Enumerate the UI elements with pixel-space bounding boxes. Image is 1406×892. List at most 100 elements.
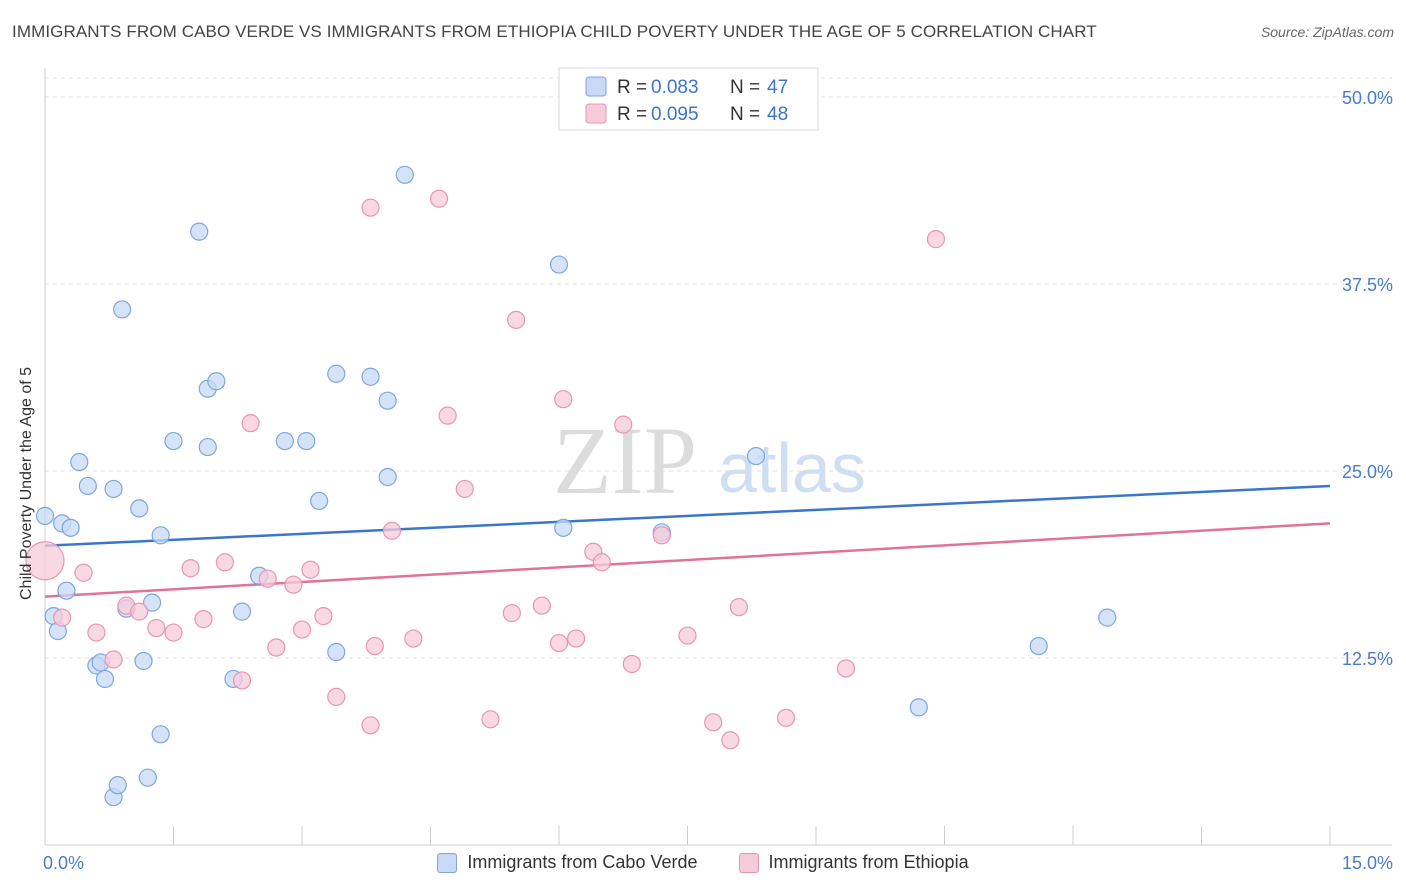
point-series0-25 bbox=[198, 437, 217, 457]
point-series0-13 bbox=[108, 776, 127, 795]
point-series1-26 bbox=[429, 189, 449, 208]
y-tick-label-0: 12.5% bbox=[1342, 649, 1393, 669]
point-series1-30 bbox=[502, 604, 521, 623]
legend-label-cabo-verde: Immigrants from Cabo Verde bbox=[467, 852, 698, 872]
point-series0-21 bbox=[151, 725, 170, 744]
point-series1-47 bbox=[926, 230, 946, 249]
point-series1-34 bbox=[549, 633, 569, 653]
point-series0-19 bbox=[142, 593, 162, 612]
point-series0-42 bbox=[746, 446, 766, 466]
point-series0-14 bbox=[112, 300, 132, 319]
point-series0-23 bbox=[190, 222, 209, 241]
point-series1-6 bbox=[130, 602, 149, 621]
swatch-cabo-verde bbox=[437, 852, 458, 873]
point-series1-31 bbox=[507, 310, 526, 330]
point-series1-37 bbox=[592, 553, 611, 572]
legend-n-label-2: N = bbox=[730, 104, 760, 125]
point-series1-11 bbox=[215, 553, 234, 572]
legend-n-label-1: N = bbox=[730, 77, 760, 98]
tick-labels: 12.5% 25.0% 37.5% 50.0% 0.0% 15.0% bbox=[43, 88, 1393, 873]
point-series0-6 bbox=[70, 452, 89, 472]
point-series0-26 bbox=[207, 372, 226, 391]
point-series0-20 bbox=[151, 526, 170, 545]
data-points bbox=[25, 165, 1117, 807]
axes bbox=[44, 68, 1392, 846]
point-series0-30 bbox=[275, 431, 294, 451]
source-credit: Source: ZipAtlas.com bbox=[1260, 24, 1394, 40]
trend-line-series1 bbox=[44, 522, 1331, 598]
point-series0-22 bbox=[164, 431, 183, 451]
legend-r-value-2: 0.095 bbox=[651, 104, 699, 125]
point-series1-29 bbox=[481, 710, 500, 729]
point-series0-5 bbox=[61, 518, 80, 537]
legend-r-label-1: R = bbox=[617, 77, 647, 98]
point-series0-34 bbox=[327, 364, 346, 383]
point-series1-18 bbox=[301, 560, 320, 579]
point-series0-39 bbox=[549, 255, 569, 274]
point-series1-7 bbox=[147, 618, 166, 638]
point-series1-20 bbox=[327, 687, 346, 706]
point-series1-13 bbox=[241, 414, 260, 433]
point-series0-37 bbox=[378, 391, 397, 410]
point-series0-0 bbox=[35, 506, 55, 525]
point-series0-28 bbox=[232, 602, 252, 621]
legend-item-cabo-verde: Immigrants from Cabo Verde bbox=[437, 852, 698, 873]
point-series1-17 bbox=[292, 620, 312, 639]
point-series1-14 bbox=[258, 569, 277, 588]
point-series0-36 bbox=[378, 467, 397, 487]
point-series0-40 bbox=[554, 518, 573, 537]
point-series1-9 bbox=[181, 559, 200, 578]
point-series1-44 bbox=[729, 598, 749, 617]
point-series1-33 bbox=[554, 390, 573, 409]
point-series1-24 bbox=[382, 521, 402, 540]
point-series0-45 bbox=[1098, 608, 1117, 627]
point-series1-40 bbox=[652, 526, 671, 545]
point-series1-46 bbox=[836, 659, 856, 678]
point-series0-35 bbox=[361, 367, 380, 386]
point-series0-32 bbox=[310, 491, 329, 511]
trend-line-series0 bbox=[44, 484, 1331, 548]
watermark-atlas: atlas bbox=[718, 429, 866, 507]
gridlines bbox=[45, 77, 1392, 659]
legend-n-value-1: 47 bbox=[767, 77, 788, 98]
point-series0-44 bbox=[1029, 636, 1048, 656]
point-series1-41 bbox=[678, 626, 697, 645]
legend-n-value-2: 48 bbox=[767, 104, 788, 125]
x-tick-label-max: 15.0% bbox=[1342, 853, 1393, 873]
point-series1-23 bbox=[365, 636, 384, 656]
legend-swatch-pink bbox=[585, 103, 607, 124]
point-series1-2 bbox=[74, 563, 93, 582]
point-series0-18 bbox=[138, 768, 157, 787]
legend-swatch-blue bbox=[585, 76, 607, 97]
point-series1-3 bbox=[87, 623, 106, 642]
legend-r-label-2: R = bbox=[617, 104, 647, 125]
point-series1-39 bbox=[614, 415, 633, 434]
point-series1-16 bbox=[284, 575, 303, 594]
watermark: ZIP atlas bbox=[553, 407, 866, 514]
point-series0-43 bbox=[909, 698, 928, 717]
point-series1-28 bbox=[455, 479, 474, 499]
legend-box: R = 0.083 N = 47 R = 0.095 N = 48 bbox=[558, 67, 819, 131]
y-tick-label-1: 25.0% bbox=[1342, 462, 1393, 482]
y-tick-label-2: 37.5% bbox=[1342, 275, 1393, 295]
point-series1-32 bbox=[532, 596, 551, 615]
y-tick-label-3: 50.0% bbox=[1342, 88, 1393, 108]
point-series1-0 bbox=[25, 541, 65, 581]
y-axis-label: Child Poverty Under the Age of 5 bbox=[18, 366, 35, 600]
point-series1-10 bbox=[194, 610, 213, 629]
point-series0-38 bbox=[395, 165, 414, 184]
chart-title: IMMIGRANTS FROM CABO VERDE VS IMMIGRANTS… bbox=[12, 22, 1097, 41]
point-series0-33 bbox=[327, 642, 346, 662]
point-series1-43 bbox=[721, 731, 740, 750]
point-series0-12 bbox=[104, 479, 123, 499]
point-series1-19 bbox=[314, 607, 333, 626]
point-series0-4 bbox=[57, 581, 76, 600]
point-series0-31 bbox=[297, 431, 316, 451]
point-series1-12 bbox=[232, 671, 252, 690]
point-series0-16 bbox=[130, 499, 149, 518]
point-series1-38 bbox=[622, 654, 641, 674]
point-series0-7 bbox=[78, 476, 97, 496]
point-series1-45 bbox=[776, 708, 796, 727]
x-tick-label-min: 0.0% bbox=[43, 853, 84, 873]
bottom-legend: Immigrants from Cabo Verde Immigrants fr… bbox=[0, 852, 1406, 878]
